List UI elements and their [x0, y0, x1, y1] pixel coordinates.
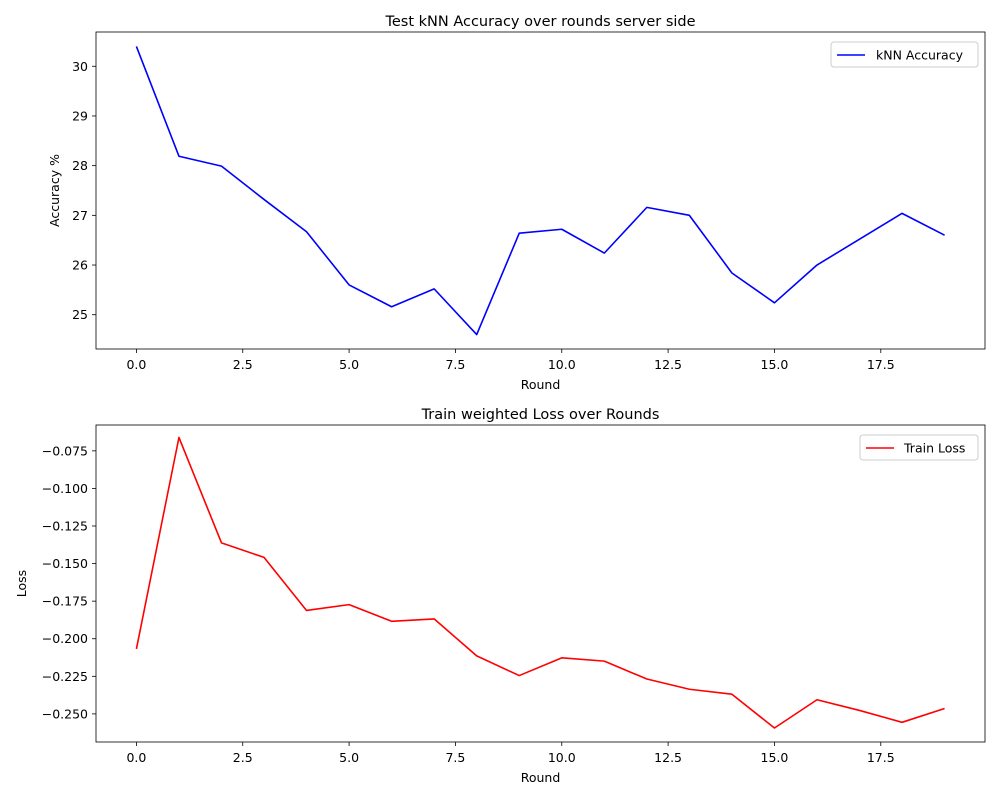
x-tick-label: 15.0 [761, 750, 789, 765]
y-tick-label: 29 [72, 108, 88, 123]
y-tick-label: −0.150 [42, 556, 88, 571]
y-tick-label: −0.175 [42, 594, 88, 609]
chart-title: Test kNN Accuracy over rounds server sid… [384, 14, 695, 30]
y-tick-label: 30 [72, 59, 88, 74]
x-tick-label: 15.0 [761, 357, 789, 372]
loss-chart: Train weighted Loss over Rounds 0.0 2.5 5.0… [14, 407, 986, 785]
y-tick-label: −0.225 [42, 669, 88, 684]
axes-frame [95, 31, 986, 350]
x-tick-label: 2.5 [233, 750, 253, 765]
y-tick-label: 28 [72, 158, 88, 173]
y-tick-label: 27 [72, 208, 88, 223]
x-tick-label: 0.0 [126, 750, 146, 765]
x-axis-label: Round [521, 377, 561, 392]
x-tick-label: 5.0 [339, 357, 359, 372]
x-axis-label: Round [521, 770, 561, 785]
x-tick-label: 2.5 [233, 357, 253, 372]
x-tick-label: 7.5 [445, 357, 465, 372]
y-axis-label: Accuracy % [47, 154, 62, 227]
y-tick-label: −0.250 [42, 706, 88, 721]
y-tick-label: 25 [72, 307, 88, 322]
x-tick-label: 0.0 [126, 357, 146, 372]
y-axis-label: Loss [14, 570, 29, 597]
accuracy-chart: Test kNN Accuracy over rounds server sid… [47, 14, 986, 392]
x-tick-label: 17.5 [867, 750, 895, 765]
x-tick-label: 10.0 [548, 750, 576, 765]
x-tick-label: 12.5 [654, 750, 682, 765]
legend-label: kNN Accuracy [876, 48, 964, 63]
legend-box [830, 41, 979, 68]
y-tick-label: −0.125 [42, 519, 88, 534]
legend-label: Train Loss [903, 441, 965, 456]
y-tick-label: −0.100 [42, 481, 88, 496]
y-tick-label: −0.200 [42, 631, 88, 646]
x-tick-label: 5.0 [339, 750, 359, 765]
x-tick-label: 17.5 [867, 357, 895, 372]
y-tick-label: −0.075 [42, 443, 88, 458]
x-tick-label: 10.0 [548, 357, 576, 372]
x-tick-label: 7.5 [445, 750, 465, 765]
x-tick-label: 12.5 [654, 357, 682, 372]
legend: kNN Accuracy [830, 41, 979, 68]
axes-frame [95, 424, 986, 743]
legend: Train Loss [859, 434, 979, 461]
legend-box [859, 434, 979, 461]
series-line [135, 436, 945, 729]
series-line [135, 46, 945, 336]
y-tick-label: 26 [72, 258, 88, 273]
chart-title: Train weighted Loss over Rounds [421, 407, 660, 423]
